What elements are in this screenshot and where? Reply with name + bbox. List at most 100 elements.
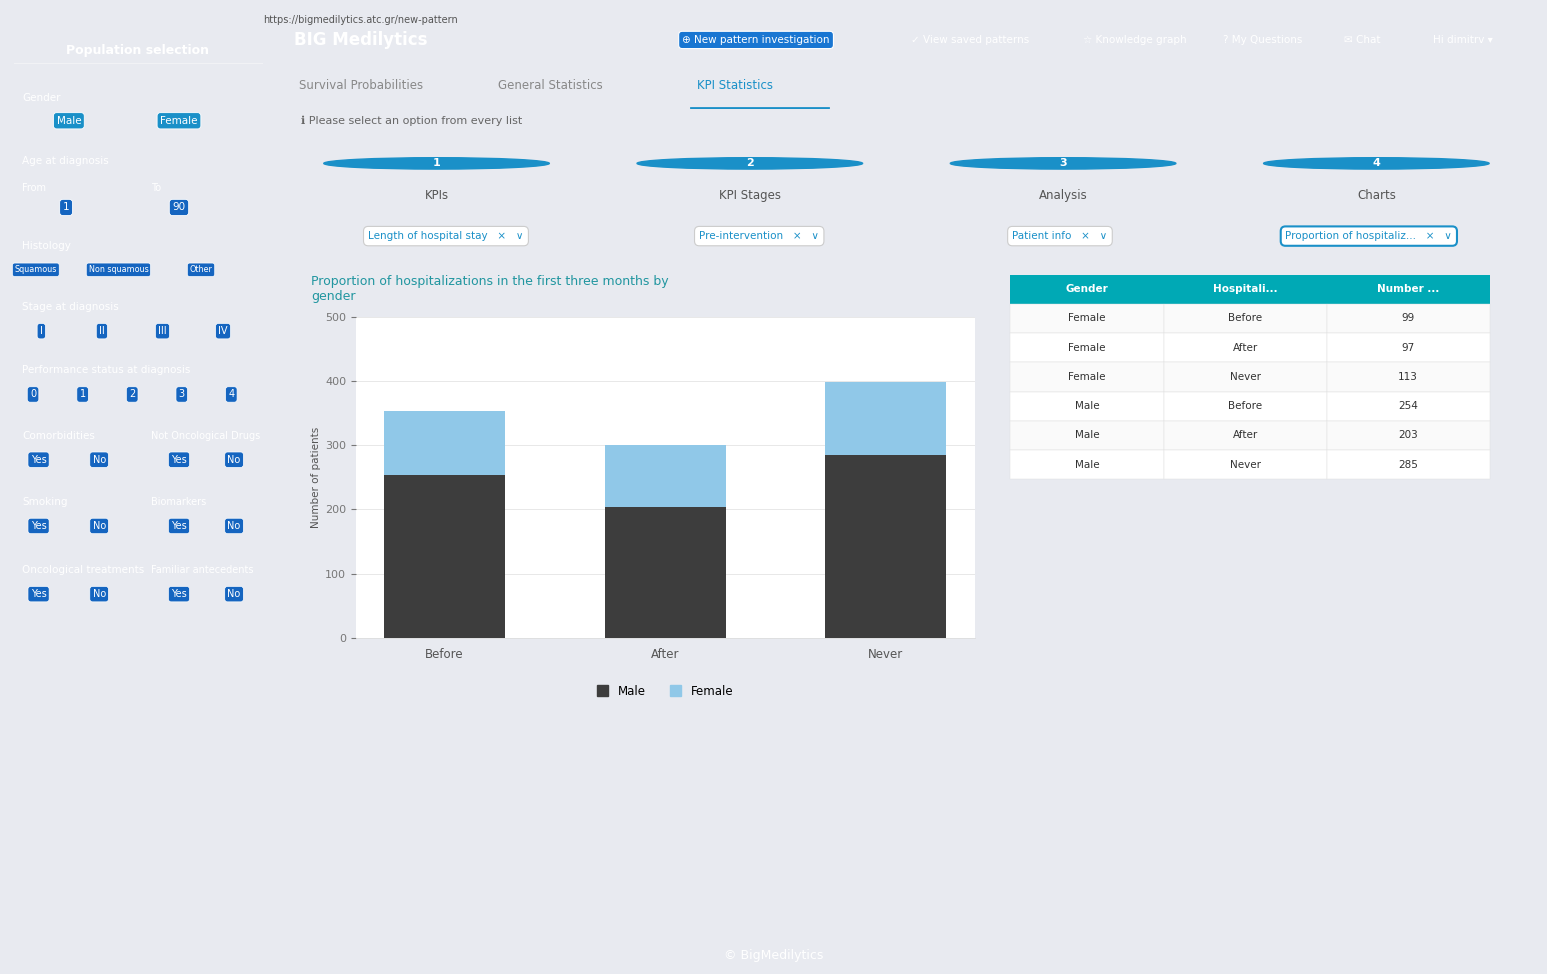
Text: Male: Male [1075, 431, 1100, 440]
Text: I: I [40, 326, 43, 336]
Text: After: After [1233, 343, 1258, 353]
Text: Yes: Yes [172, 455, 187, 465]
FancyBboxPatch shape [1163, 421, 1327, 450]
Text: No: No [227, 521, 241, 531]
Text: Population selection: Population selection [67, 44, 209, 56]
FancyBboxPatch shape [1010, 421, 1163, 450]
Bar [605, 507, 726, 638]
Text: Proportion of hospitalizations in the first three months by
gender: Proportion of hospitalizations in the fi… [311, 276, 668, 303]
FancyBboxPatch shape [1327, 304, 1490, 333]
Circle shape [1264, 158, 1490, 169]
Text: Male: Male [1075, 460, 1100, 469]
Text: KPI Statistics: KPI Statistics [698, 79, 774, 92]
Text: Number ...: Number ... [1377, 284, 1439, 294]
FancyBboxPatch shape [1163, 392, 1327, 421]
Text: Not Oncological Drugs: Not Oncological Drugs [152, 431, 261, 440]
Text: 97: 97 [1402, 343, 1416, 353]
Text: Yes: Yes [172, 521, 187, 531]
FancyBboxPatch shape [1327, 392, 1490, 421]
Text: KPIs: KPIs [424, 189, 449, 202]
Text: Stage at diagnosis: Stage at diagnosis [22, 302, 119, 312]
Text: ✓ View saved patterns: ✓ View saved patterns [911, 35, 1029, 45]
Text: Gender: Gender [1066, 284, 1108, 294]
Text: 1: 1 [63, 203, 70, 212]
Text: ☆ Knowledge graph: ☆ Knowledge graph [1083, 35, 1187, 45]
Text: Biomarkers: Biomarkers [152, 497, 207, 506]
Text: 99: 99 [1402, 314, 1416, 323]
Text: ✉ Chat: ✉ Chat [1343, 35, 1380, 45]
Text: Other: Other [190, 265, 212, 275]
Text: No: No [93, 455, 105, 465]
Text: Female: Female [1067, 343, 1106, 353]
FancyBboxPatch shape [1327, 421, 1490, 450]
Text: Male: Male [57, 116, 80, 126]
Text: KPI Stages: KPI Stages [719, 189, 781, 202]
Text: Yes: Yes [31, 589, 46, 599]
Bar [825, 455, 947, 638]
Text: Before: Before [1228, 314, 1262, 323]
Text: Length of hospital stay   ×   ∨: Length of hospital stay × ∨ [368, 231, 524, 242]
Text: Yes: Yes [172, 589, 187, 599]
Text: From: From [22, 183, 46, 193]
FancyBboxPatch shape [1010, 333, 1163, 362]
Text: Analysis: Analysis [1038, 189, 1088, 202]
Text: No: No [227, 455, 241, 465]
Text: 1: 1 [433, 159, 441, 169]
Text: Female: Female [1067, 314, 1106, 323]
FancyBboxPatch shape [1010, 392, 1163, 421]
Text: 3: 3 [179, 390, 184, 399]
Text: Pre-intervention   ×   ∨: Pre-intervention × ∨ [699, 231, 820, 242]
Text: Non squamous: Non squamous [88, 265, 149, 275]
Text: Performance status at diagnosis: Performance status at diagnosis [22, 365, 190, 375]
Bar [605, 445, 726, 507]
FancyBboxPatch shape [1163, 362, 1327, 392]
Text: Proportion of hospitaliz...   ×   ∨: Proportion of hospitaliz... × ∨ [1286, 231, 1453, 242]
Text: 4: 4 [1372, 159, 1380, 169]
FancyBboxPatch shape [1163, 304, 1327, 333]
Text: Charts: Charts [1357, 189, 1395, 202]
Text: https://bigmedilytics.atc.gr/new-pattern: https://bigmedilytics.atc.gr/new-pattern [263, 16, 458, 25]
Text: ? My Questions: ? My Questions [1222, 35, 1303, 45]
Text: IV: IV [218, 326, 227, 336]
Text: Oncological treatments: Oncological treatments [22, 565, 144, 575]
Text: Male: Male [1075, 401, 1100, 411]
Text: 285: 285 [1398, 460, 1419, 469]
Text: Female: Female [1067, 372, 1106, 382]
Bar [825, 382, 947, 455]
FancyBboxPatch shape [1163, 275, 1327, 304]
Bar [384, 474, 506, 638]
Text: No: No [227, 589, 241, 599]
Circle shape [950, 158, 1176, 169]
Text: 0: 0 [29, 390, 36, 399]
Text: 2: 2 [128, 390, 135, 399]
FancyBboxPatch shape [1327, 275, 1490, 304]
FancyBboxPatch shape [1010, 304, 1163, 333]
Text: 2: 2 [746, 159, 753, 169]
Text: No: No [93, 589, 105, 599]
Text: Age at diagnosis: Age at diagnosis [22, 156, 108, 166]
Text: Hi dimitrv ▾: Hi dimitrv ▾ [1433, 35, 1493, 45]
FancyBboxPatch shape [1010, 275, 1163, 304]
Text: 203: 203 [1398, 431, 1419, 440]
Y-axis label: Number of patients: Number of patients [311, 427, 320, 528]
Text: General Statistics: General Statistics [498, 79, 603, 92]
Text: 4: 4 [229, 390, 234, 399]
Text: Hospitali...: Hospitali... [1213, 284, 1278, 294]
Text: 254: 254 [1398, 401, 1419, 411]
Text: Female: Female [161, 116, 198, 126]
Text: Comorbidities: Comorbidities [22, 431, 94, 440]
Text: Squamous: Squamous [14, 265, 57, 275]
FancyBboxPatch shape [1327, 333, 1490, 362]
FancyBboxPatch shape [1010, 450, 1163, 479]
Circle shape [637, 158, 863, 169]
FancyBboxPatch shape [1327, 362, 1490, 392]
Text: BIG Medilytics: BIG Medilytics [294, 31, 429, 49]
Text: II: II [99, 326, 105, 336]
Text: © BigMedilytics: © BigMedilytics [724, 949, 823, 962]
FancyBboxPatch shape [1327, 450, 1490, 479]
Text: ℹ Please select an option from every list: ℹ Please select an option from every lis… [302, 116, 523, 127]
Text: 3: 3 [1060, 159, 1067, 169]
Text: Familiar antecedents: Familiar antecedents [152, 565, 254, 575]
FancyBboxPatch shape [1163, 333, 1327, 362]
Text: Before: Before [1228, 401, 1262, 411]
